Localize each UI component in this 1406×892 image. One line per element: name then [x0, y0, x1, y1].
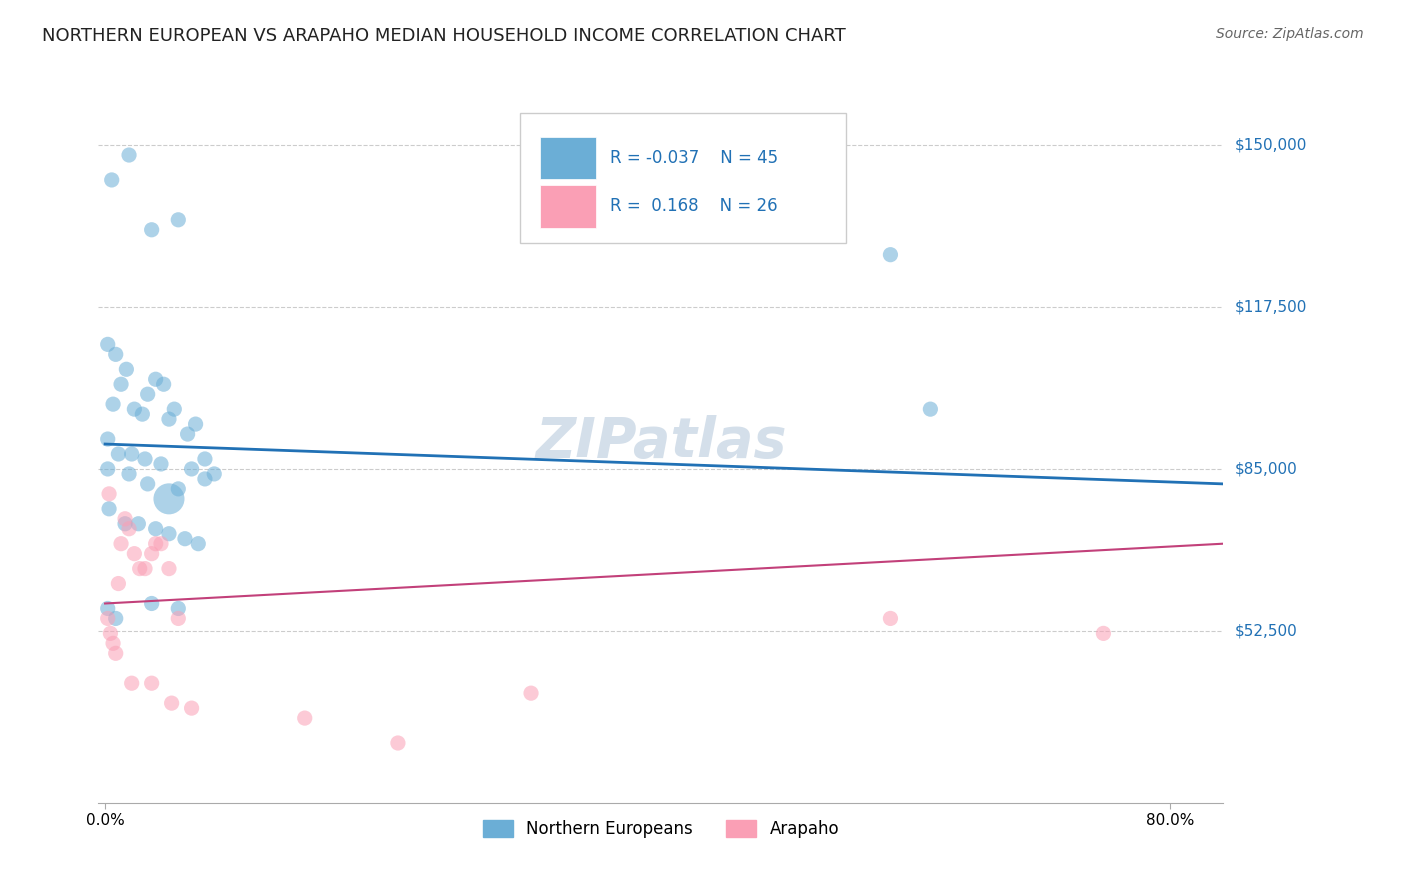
Point: [110, 537, 132, 551]
Point: [127, 516, 149, 531]
Point: [104, 347, 127, 361]
Point: [160, 696, 183, 710]
FancyBboxPatch shape: [520, 112, 846, 243]
Point: [97, 611, 120, 625]
Point: [131, 407, 153, 421]
Point: [167, 611, 190, 625]
Point: [176, 427, 198, 442]
Point: [97, 462, 120, 476]
Point: [134, 452, 156, 467]
Point: [174, 532, 197, 546]
Point: [167, 482, 190, 496]
Point: [180, 462, 202, 476]
Point: [118, 148, 141, 162]
Legend: Northern Europeans, Arapaho: Northern Europeans, Arapaho: [477, 814, 845, 845]
Point: [163, 402, 186, 417]
Point: [187, 537, 209, 551]
Point: [194, 452, 217, 467]
Point: [118, 522, 141, 536]
Point: [107, 447, 129, 461]
Point: [104, 611, 127, 625]
Text: $150,000: $150,000: [1234, 137, 1306, 153]
Text: R =  0.168    N = 26: R = 0.168 N = 26: [610, 197, 778, 215]
Point: [920, 402, 942, 417]
Point: [98, 487, 121, 501]
Point: [149, 537, 172, 551]
Point: [152, 377, 174, 392]
Point: [115, 362, 138, 376]
Point: [879, 248, 901, 262]
Text: R = -0.037    N = 45: R = -0.037 N = 45: [610, 149, 779, 167]
Point: [194, 472, 217, 486]
Point: [157, 491, 180, 506]
Point: [134, 561, 156, 575]
Point: [100, 626, 122, 640]
Point: [136, 476, 159, 491]
Point: [141, 547, 163, 561]
Point: [202, 467, 225, 481]
Point: [149, 457, 172, 471]
Point: [145, 522, 167, 536]
Point: [141, 223, 163, 237]
Point: [145, 372, 167, 386]
Point: [124, 547, 146, 561]
Point: [167, 601, 190, 615]
Point: [107, 576, 129, 591]
Point: [294, 711, 316, 725]
Point: [141, 597, 163, 611]
Point: [184, 417, 207, 431]
Point: [157, 412, 180, 426]
Point: [121, 676, 143, 690]
Point: [121, 447, 143, 461]
Text: $85,000: $85,000: [1234, 461, 1298, 476]
Text: $52,500: $52,500: [1234, 624, 1298, 639]
Point: [97, 601, 120, 615]
Point: [136, 387, 159, 401]
Point: [101, 397, 124, 411]
Point: [879, 611, 901, 625]
Point: [141, 676, 163, 690]
FancyBboxPatch shape: [540, 136, 596, 179]
Point: [114, 512, 136, 526]
Text: ZIPatlas: ZIPatlas: [536, 415, 786, 468]
Point: [97, 337, 120, 351]
Point: [520, 686, 543, 700]
Point: [101, 636, 124, 650]
Point: [145, 537, 167, 551]
Point: [110, 377, 132, 392]
Point: [157, 561, 180, 575]
Point: [104, 646, 127, 660]
Point: [118, 467, 141, 481]
Point: [100, 173, 122, 187]
Point: [98, 501, 121, 516]
Point: [124, 402, 146, 417]
Point: [97, 432, 120, 446]
Point: [128, 561, 150, 575]
Point: [1092, 626, 1115, 640]
Point: [387, 736, 409, 750]
Text: $117,500: $117,500: [1234, 300, 1306, 315]
Point: [157, 526, 180, 541]
Point: [114, 516, 136, 531]
Text: Source: ZipAtlas.com: Source: ZipAtlas.com: [1216, 27, 1364, 41]
Text: NORTHERN EUROPEAN VS ARAPAHO MEDIAN HOUSEHOLD INCOME CORRELATION CHART: NORTHERN EUROPEAN VS ARAPAHO MEDIAN HOUS…: [42, 27, 846, 45]
Point: [180, 701, 202, 715]
FancyBboxPatch shape: [540, 185, 596, 227]
Point: [167, 212, 190, 227]
